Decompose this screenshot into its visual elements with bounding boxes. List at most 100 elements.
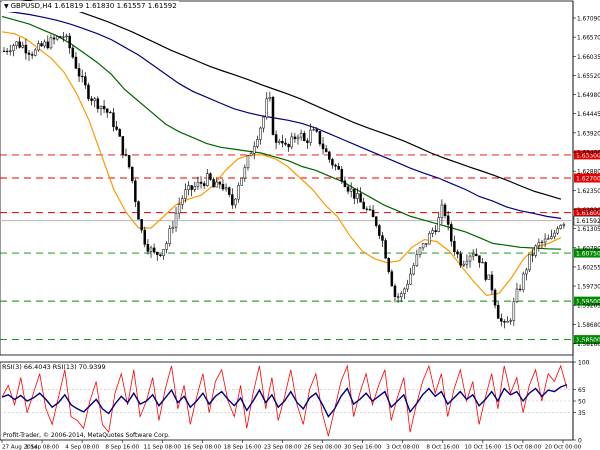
candle-body xyxy=(559,225,562,229)
candle-body xyxy=(215,181,218,188)
candle-body xyxy=(196,181,200,187)
candle-body xyxy=(109,112,112,114)
time-label: 30 Sep 16:00 xyxy=(344,445,382,450)
candle-body xyxy=(440,204,444,219)
candle-body xyxy=(224,187,228,190)
time-label: 8 Sep 16:00 xyxy=(105,445,139,450)
candle-body xyxy=(287,143,290,148)
candle-body xyxy=(87,84,90,99)
symbol-timeframe: GBPUSD,H4 xyxy=(10,2,52,10)
candle-body xyxy=(24,44,28,54)
candle-body xyxy=(328,151,331,160)
time-label: 1 Sep 08:00 xyxy=(25,445,59,450)
candle-body xyxy=(481,262,484,264)
time-label: 3 Oct 08:00 xyxy=(386,445,419,450)
candle-body xyxy=(378,225,381,236)
candle-body xyxy=(478,255,481,263)
candle-body xyxy=(5,50,9,52)
time-label: 16 Sep 08:00 xyxy=(184,445,222,450)
candle-body xyxy=(46,41,50,49)
candle-body xyxy=(456,251,459,255)
candle-body xyxy=(62,36,65,38)
candle-body xyxy=(237,185,240,200)
candle-body xyxy=(159,254,162,256)
candle-body xyxy=(562,224,566,226)
candle-body xyxy=(393,285,397,297)
candle-body xyxy=(443,204,447,217)
candle-body xyxy=(2,50,6,52)
candle-body xyxy=(521,273,525,290)
candle-body xyxy=(431,230,434,234)
candle-body xyxy=(500,318,503,322)
candle-body xyxy=(406,283,409,290)
candle-body xyxy=(421,243,425,249)
candle-body xyxy=(512,301,516,321)
price-tick-label: 1.61830 xyxy=(577,208,600,214)
candle-body xyxy=(93,98,96,101)
time-label: 23 Sep 08:00 xyxy=(264,445,302,450)
candle-body xyxy=(71,47,75,58)
price-tick-label: 1.65520 xyxy=(577,74,600,80)
level-label-1.62700: 1.62700 xyxy=(576,176,600,183)
rsi-line-slow xyxy=(1,383,568,418)
candle-body xyxy=(462,263,466,266)
moving-average-line-2 xyxy=(1,15,562,250)
time-label: 8 Oct 16:00 xyxy=(426,445,459,450)
candle-body xyxy=(252,146,256,154)
time-label: 18 Sep 16:00 xyxy=(224,445,262,450)
candle-body xyxy=(487,274,491,280)
price-tick-label: 1.67090 xyxy=(577,17,600,23)
price-tick-label: 1.59730 xyxy=(577,285,600,291)
rsi-tick-label: 65 xyxy=(578,387,586,394)
candle-body xyxy=(265,98,268,118)
rsi-line-fast xyxy=(1,364,568,437)
candle-body xyxy=(174,212,178,228)
candle-body xyxy=(284,142,287,145)
candle-body xyxy=(343,180,347,188)
candle-body xyxy=(43,41,46,47)
candle-body xyxy=(374,216,378,226)
level-tag-1.63300 xyxy=(574,150,600,160)
candle-body xyxy=(212,179,215,188)
candle-body xyxy=(18,41,21,48)
candle-body xyxy=(468,255,472,262)
candle-body xyxy=(243,167,247,179)
moving-averages xyxy=(1,0,562,297)
candle-body xyxy=(74,56,78,69)
candle-body xyxy=(249,153,253,157)
candle-body xyxy=(68,35,71,49)
candle-body xyxy=(368,209,372,211)
candle-body xyxy=(55,36,59,40)
candle-body xyxy=(102,105,106,110)
candle-body xyxy=(437,217,441,232)
level-tag-1.58500 xyxy=(574,335,600,345)
rsi-tick-label: 50 xyxy=(578,399,586,406)
candle-body xyxy=(59,36,62,38)
candle-body xyxy=(312,129,315,131)
candle-body xyxy=(149,247,153,252)
candles xyxy=(2,32,566,329)
candle-body xyxy=(349,188,353,192)
candle-body xyxy=(165,243,168,250)
time-label: 11 Sep 08:00 xyxy=(144,445,182,450)
candle-body xyxy=(105,108,109,113)
level-label-1.60750: 1.60750 xyxy=(576,251,600,258)
candle-body xyxy=(459,253,462,266)
candle-body xyxy=(403,288,406,294)
candle-body xyxy=(206,173,209,186)
candle-body xyxy=(65,35,68,38)
candle-body xyxy=(52,37,56,40)
candle-body xyxy=(277,141,281,143)
price-tick-label: 1.62350 xyxy=(577,189,600,195)
candle-body xyxy=(221,183,225,190)
time-label: 26 Sep 08:00 xyxy=(304,445,342,450)
candle-body xyxy=(171,226,175,229)
candle-body xyxy=(550,236,553,239)
candle-body xyxy=(396,296,400,298)
candle-body xyxy=(496,304,500,319)
candle-body xyxy=(353,188,356,199)
candle-body xyxy=(299,133,303,138)
candle-body xyxy=(246,155,250,168)
candle-body xyxy=(362,201,365,210)
candle-body xyxy=(534,245,537,256)
